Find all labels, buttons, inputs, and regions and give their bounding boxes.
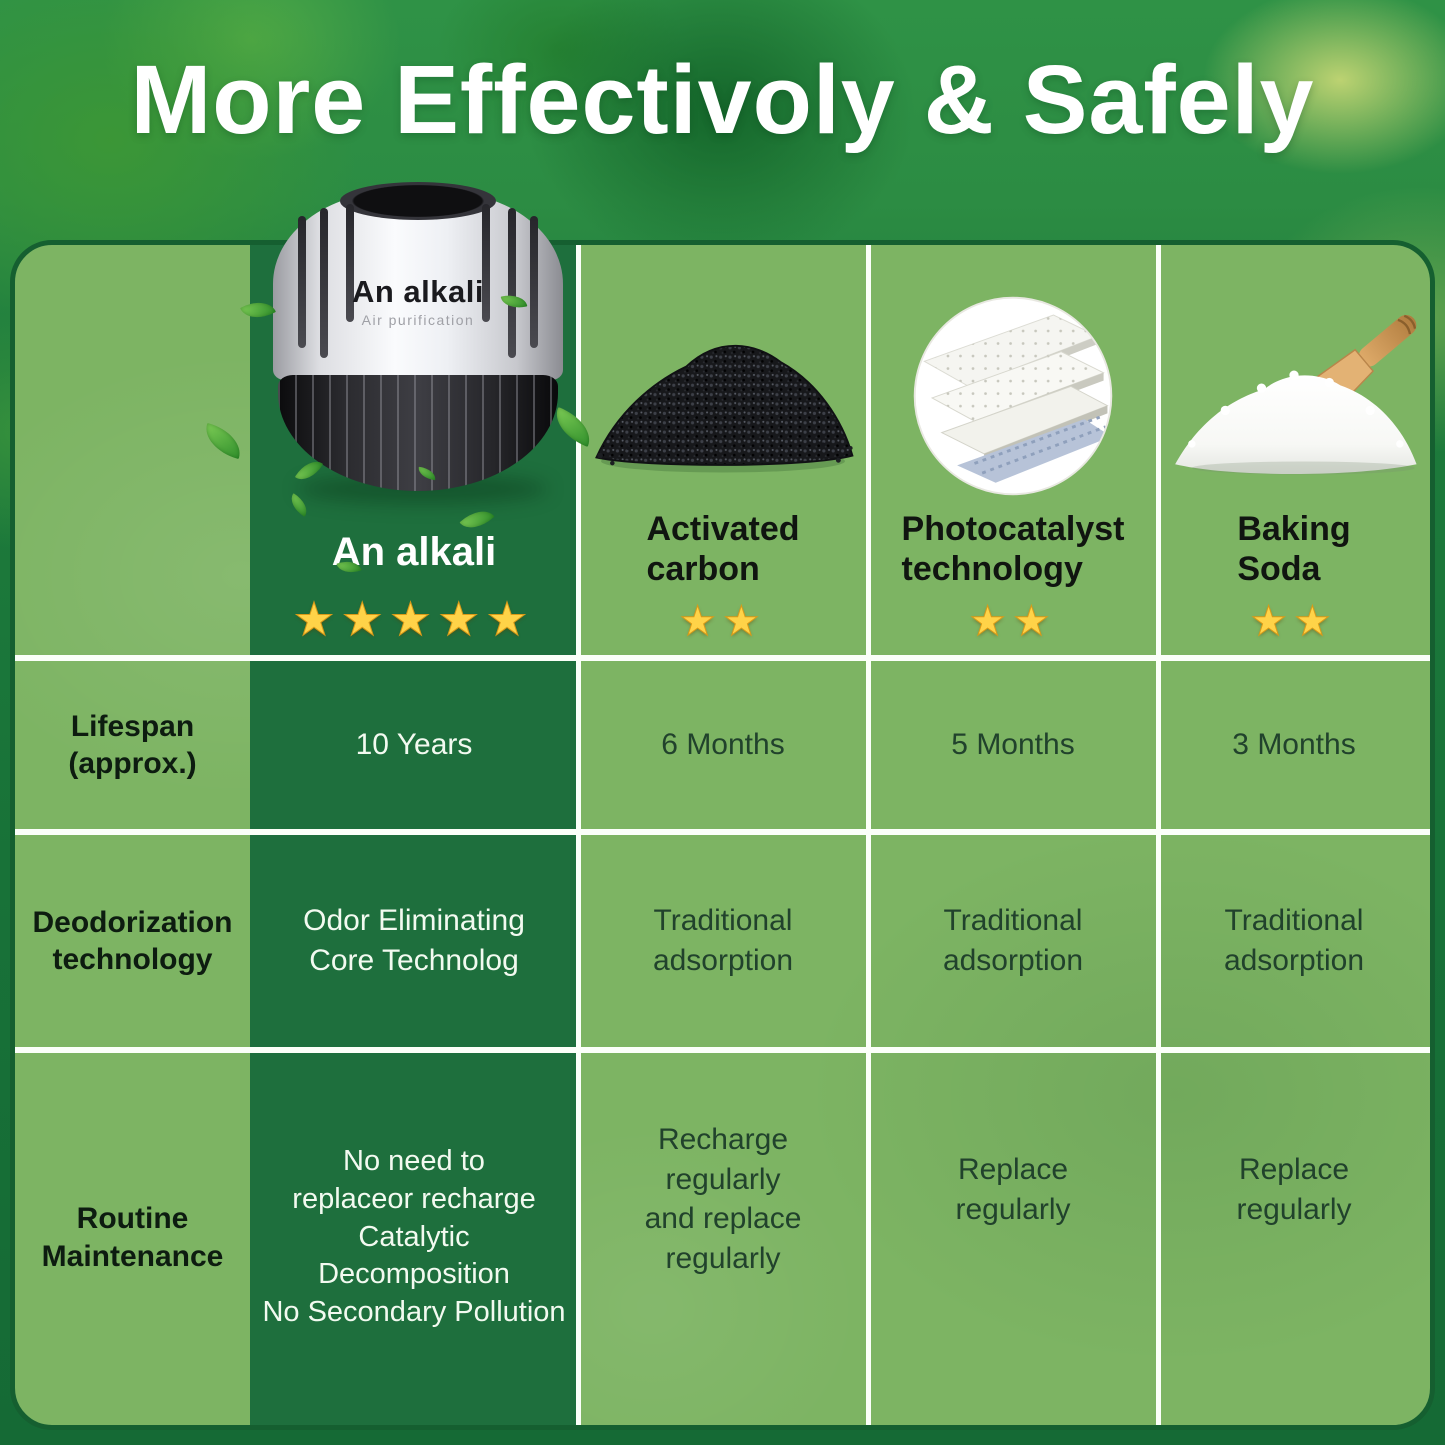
two-star-rating-icon: ★★	[679, 598, 767, 644]
grid-line	[15, 829, 1430, 835]
column-header-an-alkali: An alkali ★★★★★	[250, 245, 578, 658]
activated-carbon-image	[578, 271, 868, 521]
maintenance-photocatalyst: Replace regularly	[868, 1050, 1158, 1425]
cell-value: Replace regularly	[1236, 1153, 1352, 1226]
cell-value: No need to replaceor recharge Catalytic …	[262, 1145, 566, 1329]
an-alkali-device-image: An alkali Air purification	[268, 182, 568, 504]
grid-line	[1156, 245, 1161, 1425]
vent-slat	[346, 204, 354, 322]
vent-slat	[482, 204, 490, 322]
grid-line	[576, 245, 581, 1425]
row-label-text: Deodorization technology	[32, 905, 233, 977]
two-star-rating-icon: ★★	[969, 598, 1057, 644]
cell-value: Recharge regularly and replace regularly	[644, 1123, 802, 1275]
lifespan-an-alkali: 10 Years	[250, 658, 578, 832]
column-name: Activated carbon	[646, 509, 800, 588]
lifespan-photocatalyst: 5 Months	[868, 658, 1158, 832]
baking-soda-image	[1158, 271, 1430, 521]
cell-value: Odor Eliminating Core Technolog	[303, 904, 525, 977]
vent-slat	[298, 216, 306, 348]
maintenance-activated-carbon: Recharge regularly and replace regularly	[578, 1050, 868, 1425]
maintenance-an-alkali: No need to replaceor recharge Catalytic …	[250, 1050, 578, 1425]
five-star-rating-icon: ★★★★★	[293, 593, 535, 645]
cell-value: Traditional adsorption	[652, 904, 794, 977]
comparison-table: An alkali ★★★★★	[10, 240, 1435, 1430]
deodorization-baking-soda: Traditional adsorption	[1158, 832, 1430, 1050]
row-label-text: Routine Maintenance	[41, 1202, 224, 1273]
maintenance-baking-soda: Replace regularly	[1158, 1050, 1430, 1425]
cell-value: 6 Months	[661, 728, 785, 762]
cell-value: Traditional adsorption	[942, 904, 1084, 977]
deodorization-activated-carbon: Traditional adsorption	[578, 832, 868, 1050]
column-header-photocatalyst: Photocatalyst technology ★★	[868, 245, 1158, 658]
cell-value: 5 Months	[951, 728, 1075, 762]
carbon-pile-graphic	[595, 344, 854, 472]
row-label-lifespan: Lifespan (approx.)	[15, 658, 250, 832]
device-brand-text: An alkali	[352, 274, 484, 309]
column-name: Baking Soda	[1237, 509, 1351, 588]
cell-value: Traditional adsorption	[1223, 904, 1365, 977]
cell-value: 10 Years	[355, 728, 473, 762]
grid-line	[15, 655, 1430, 661]
grid-line	[15, 1047, 1430, 1053]
column-header-baking-soda: Baking Soda ★★	[1158, 245, 1430, 658]
lifespan-baking-soda: 3 Months	[1158, 658, 1430, 832]
column-header-activated-carbon: Activated carbon ★★	[578, 245, 868, 658]
grid-line	[866, 245, 871, 1425]
vent-slat	[508, 208, 516, 358]
two-star-rating-icon: ★★	[1250, 598, 1338, 644]
device-tagline-text: Air purification	[361, 312, 475, 328]
vent-slat	[320, 208, 328, 358]
page-title: More Effectivoly & Safely	[130, 45, 1315, 154]
column-name: Photocatalyst technology	[901, 509, 1125, 588]
photocatalyst-image	[868, 271, 1158, 521]
device-top-cap	[340, 182, 496, 220]
row-label-maintenance: Routine Maintenance	[15, 1050, 250, 1425]
filter-layers-graphic	[913, 296, 1113, 496]
deodorization-an-alkali: Odor Eliminating Core Technolog	[250, 832, 578, 1050]
vent-slat	[530, 216, 538, 348]
row-label-text: Lifespan (approx.)	[68, 709, 197, 781]
cell-value: Replace regularly	[955, 1153, 1071, 1226]
lifespan-activated-carbon: 6 Months	[578, 658, 868, 832]
deodorization-photocatalyst: Traditional adsorption	[868, 832, 1158, 1050]
powder-pile-graphic	[1175, 314, 1417, 474]
row-label-deodorization: Deodorization technology	[15, 832, 250, 1050]
cell-value: 3 Months	[1232, 728, 1356, 762]
device-lower-body	[278, 375, 558, 491]
